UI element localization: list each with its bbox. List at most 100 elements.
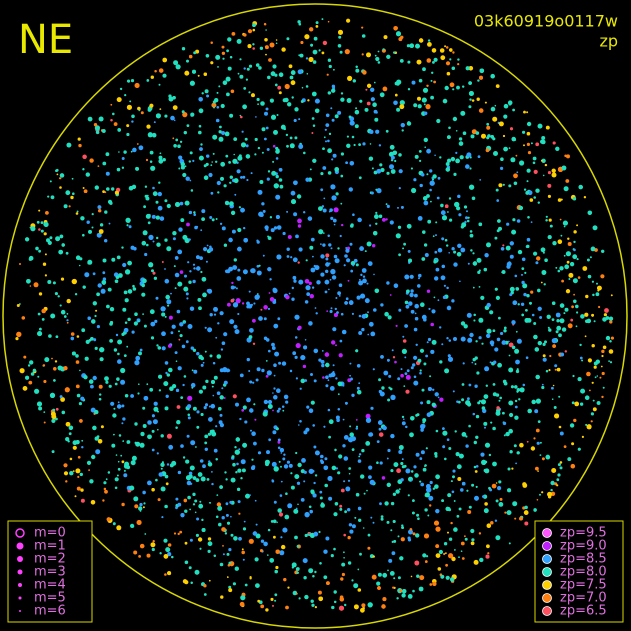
star <box>344 49 350 55</box>
star <box>466 312 472 318</box>
star <box>224 532 227 535</box>
star <box>196 410 200 414</box>
star <box>206 154 210 158</box>
star <box>212 134 218 140</box>
star <box>242 104 248 110</box>
star <box>269 42 275 48</box>
star <box>327 171 332 175</box>
star <box>337 291 341 296</box>
star <box>240 207 245 213</box>
star <box>303 345 308 350</box>
star <box>389 164 394 170</box>
star <box>115 275 120 279</box>
star <box>370 406 374 410</box>
star <box>318 596 324 602</box>
star <box>351 448 355 451</box>
star <box>38 249 41 253</box>
star <box>382 218 386 222</box>
star <box>314 606 317 609</box>
star <box>329 386 335 391</box>
star <box>260 308 263 311</box>
star <box>123 354 127 357</box>
star <box>277 438 281 442</box>
zp-label: zp=9.5 <box>560 526 607 541</box>
star <box>434 452 438 456</box>
star <box>78 264 81 267</box>
star <box>409 432 414 438</box>
star <box>563 445 567 448</box>
star <box>337 110 342 115</box>
star <box>190 346 194 350</box>
star <box>215 160 218 163</box>
star <box>508 147 511 150</box>
star <box>271 461 277 467</box>
star <box>237 155 243 161</box>
star <box>98 229 104 234</box>
star <box>220 176 224 181</box>
star <box>322 166 327 170</box>
star <box>444 238 448 242</box>
star <box>94 185 100 190</box>
star <box>451 556 456 562</box>
star <box>105 171 110 176</box>
star <box>550 480 555 486</box>
star <box>401 524 404 527</box>
star <box>289 136 293 140</box>
star <box>358 143 361 147</box>
star <box>126 79 131 83</box>
star <box>121 157 125 160</box>
star <box>345 248 350 253</box>
star <box>572 278 578 284</box>
star <box>579 356 583 360</box>
star <box>260 604 265 609</box>
star <box>184 541 188 545</box>
star <box>323 549 328 554</box>
star <box>272 288 278 294</box>
star <box>410 416 415 421</box>
star <box>265 375 269 378</box>
star <box>555 267 558 269</box>
star <box>523 292 527 297</box>
star <box>220 222 223 225</box>
star <box>544 258 548 263</box>
star <box>192 503 196 506</box>
star <box>379 461 383 465</box>
star <box>335 344 337 347</box>
star <box>184 70 190 76</box>
star <box>533 322 537 325</box>
star <box>315 312 318 315</box>
star <box>603 313 608 317</box>
star <box>432 487 436 490</box>
star <box>172 231 177 236</box>
star <box>590 420 593 423</box>
star <box>511 320 516 325</box>
star <box>507 488 512 493</box>
star <box>187 416 191 420</box>
star <box>442 295 447 299</box>
legends: m=0m=1m=2m=3m=4m=5m=6zp=9.5zp=9.0zp=8.5z… <box>15 526 607 619</box>
star <box>339 234 342 238</box>
star <box>117 401 120 404</box>
star <box>327 234 330 237</box>
star <box>407 536 411 540</box>
star <box>166 299 172 305</box>
star <box>601 371 605 376</box>
star <box>350 261 356 266</box>
star <box>608 316 614 321</box>
star <box>527 216 530 219</box>
star <box>586 371 591 377</box>
star <box>232 158 238 164</box>
star <box>548 328 552 332</box>
star <box>294 107 299 112</box>
star <box>229 175 233 179</box>
star <box>235 287 238 290</box>
star <box>47 280 52 284</box>
star <box>132 284 135 288</box>
star <box>142 506 145 509</box>
star <box>232 302 239 308</box>
star <box>377 50 380 53</box>
star <box>215 458 218 461</box>
star <box>328 496 333 501</box>
star <box>213 448 218 453</box>
star <box>264 111 268 116</box>
